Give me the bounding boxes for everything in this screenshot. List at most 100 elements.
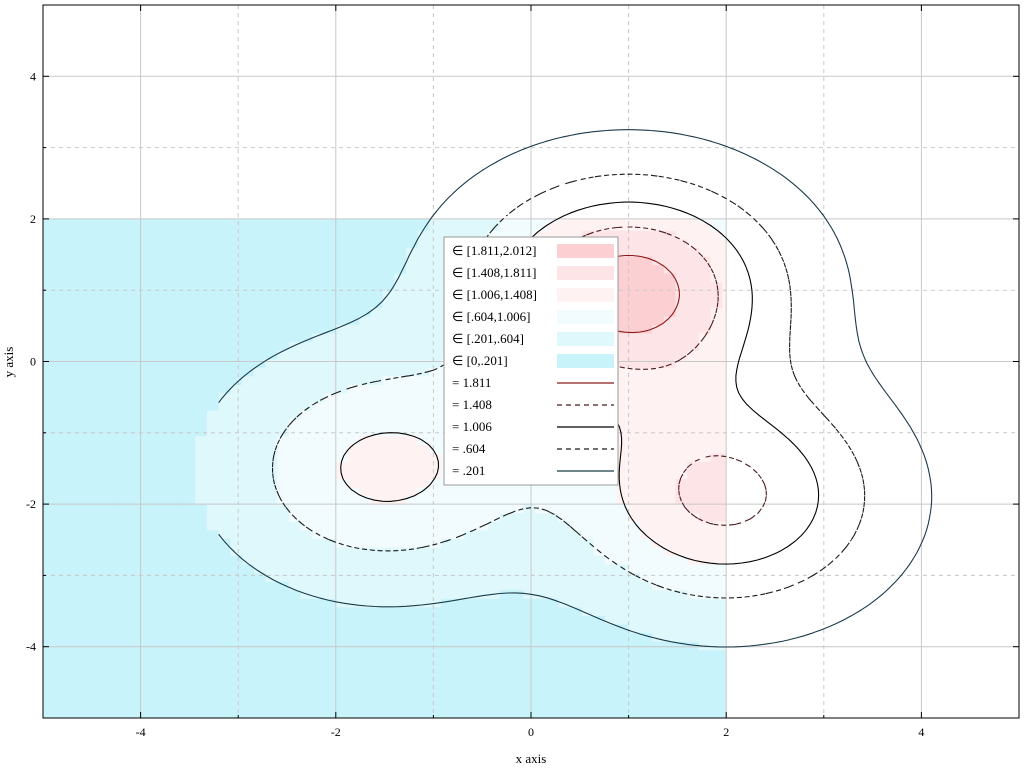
band-cell [54, 683, 68, 693]
band-cell [195, 435, 208, 445]
band-cell [160, 444, 173, 454]
band-cell [113, 572, 126, 582]
band-cell [171, 606, 185, 616]
band-cell [218, 435, 231, 445]
band-cell [124, 572, 138, 582]
band-cell [242, 666, 255, 676]
band-cell [66, 598, 79, 608]
band-cell [616, 247, 630, 257]
band-cell [195, 675, 208, 685]
band-cell [429, 572, 442, 582]
band-cell [148, 238, 161, 249]
band-cell [394, 546, 407, 557]
band-cell [218, 486, 231, 497]
band-cell [160, 290, 173, 300]
band-cell [230, 683, 243, 693]
band-cell [687, 418, 700, 428]
band-cell [136, 264, 150, 274]
band-cell [78, 358, 91, 368]
band-cell [382, 563, 395, 574]
band-cell [101, 658, 114, 668]
band-cell [347, 641, 360, 651]
band-cell [277, 247, 290, 257]
band-cell [370, 700, 384, 711]
band-cell [370, 658, 384, 668]
band-cell [640, 341, 653, 351]
band-cell [324, 469, 337, 480]
band-cell [277, 546, 290, 557]
band-cell [253, 230, 267, 240]
band-cell [534, 649, 548, 659]
band-cell [218, 649, 231, 659]
band-cell [640, 264, 653, 274]
band-cell [148, 469, 161, 480]
band-cell [89, 486, 103, 497]
band-cell [417, 255, 431, 266]
band-cell [195, 350, 208, 360]
band-cell [628, 401, 641, 411]
band-cell [253, 700, 267, 711]
band-cell [710, 700, 723, 711]
band-cell [382, 384, 395, 394]
band-cell [66, 700, 79, 711]
band-cell [652, 324, 665, 334]
band-cell [89, 324, 103, 334]
band-cell [195, 521, 208, 531]
band-cell [652, 332, 665, 343]
band-cell [43, 641, 56, 651]
band-cell [663, 709, 677, 718]
band-cell [675, 683, 688, 693]
band-cell [347, 221, 360, 231]
band-cell [265, 401, 278, 411]
band-cell [406, 521, 419, 531]
band-cell [687, 401, 700, 411]
band-cell [710, 307, 723, 317]
band-cell [66, 238, 79, 249]
band-cell [101, 444, 114, 454]
band-cell [698, 350, 712, 360]
band-cell [558, 641, 571, 651]
band-cell [382, 683, 395, 693]
band-cell [253, 452, 267, 462]
band-cell [124, 341, 138, 351]
band-cell [488, 218, 501, 223]
band-cell [698, 572, 712, 582]
band-cell [324, 452, 337, 462]
band-cell [288, 598, 302, 608]
band-cell [406, 444, 419, 454]
band-cell [195, 367, 208, 377]
band-cell [148, 418, 161, 428]
band-cell [382, 632, 395, 642]
band-cell [593, 521, 606, 531]
band-cell [534, 546, 548, 557]
band-cell [324, 623, 337, 634]
band-cell [113, 666, 126, 676]
band-cell [523, 521, 536, 531]
band-cell [171, 700, 185, 711]
band-cell [43, 315, 56, 326]
band-cell [640, 683, 653, 693]
band-cell [359, 683, 372, 693]
band-cell [687, 264, 700, 274]
band-cell [546, 589, 559, 599]
band-cell [230, 641, 243, 651]
band-cell [230, 435, 243, 445]
band-cell [277, 298, 290, 308]
band-cell [687, 589, 700, 599]
band-cell [628, 427, 641, 437]
band-cell [124, 264, 138, 274]
band-cell [195, 332, 208, 343]
band-cell [546, 486, 559, 497]
band-cell [277, 529, 290, 539]
band-cell [113, 615, 126, 625]
band-cell [417, 700, 431, 711]
band-cell [382, 350, 395, 360]
band-cell [534, 632, 548, 642]
band-cell [710, 529, 723, 539]
band-cell [277, 486, 290, 497]
band-cell [324, 273, 337, 283]
band-cell [359, 581, 372, 591]
band-cell [593, 589, 606, 599]
band-cell [218, 409, 231, 420]
band-cell [581, 589, 595, 599]
